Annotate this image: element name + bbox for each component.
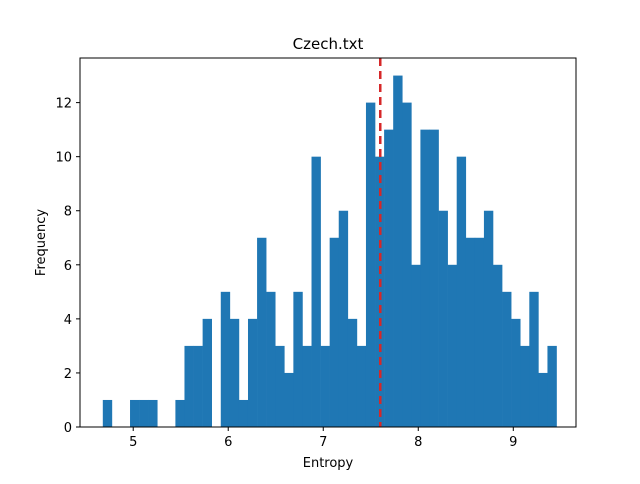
histogram-bar bbox=[429, 129, 439, 427]
histogram-bar bbox=[338, 210, 349, 427]
histogram-bar bbox=[293, 291, 303, 427]
histogram-bar bbox=[311, 156, 321, 427]
histogram-bar bbox=[502, 291, 512, 427]
chart-title: Czech.txt bbox=[293, 35, 364, 53]
histogram-bar bbox=[511, 318, 521, 427]
histogram-bar bbox=[393, 75, 403, 428]
histogram-bar bbox=[184, 345, 194, 427]
plot-frame bbox=[79, 57, 577, 428]
y-axis-label: Frequency bbox=[34, 209, 49, 276]
x-tick-label: 8 bbox=[414, 435, 422, 450]
y-tick-label: 12 bbox=[55, 97, 72, 112]
histogram-bar bbox=[347, 318, 358, 427]
histogram-bar bbox=[102, 399, 113, 427]
x-tick-label: 5 bbox=[129, 435, 137, 450]
histogram-bar bbox=[384, 129, 394, 427]
x-tick-label: 9 bbox=[509, 435, 517, 450]
histogram-bar bbox=[175, 399, 185, 427]
histogram-bar bbox=[356, 345, 367, 427]
histogram-bar bbox=[420, 129, 430, 427]
histogram-bar bbox=[220, 291, 231, 427]
histogram-bar bbox=[320, 345, 330, 427]
histogram-bar bbox=[238, 399, 249, 427]
x-tick-label: 7 bbox=[319, 435, 327, 450]
histogram-bar bbox=[493, 264, 503, 427]
histogram-bar bbox=[438, 210, 448, 427]
histogram-bar bbox=[266, 291, 276, 427]
y-tick-label: 10 bbox=[55, 151, 72, 166]
histogram-bar bbox=[375, 156, 385, 427]
histogram-bar bbox=[202, 318, 212, 427]
histogram-bar bbox=[193, 345, 203, 427]
y-tick-label: 2 bbox=[64, 367, 72, 382]
histogram-bar bbox=[139, 399, 149, 427]
y-tick-label: 8 bbox=[64, 205, 72, 220]
x-ticks-group: 5 6 7 8 9 bbox=[129, 427, 517, 450]
y-tick-label: 6 bbox=[64, 259, 72, 274]
y-tick-label: 4 bbox=[64, 313, 72, 328]
histogram-bar bbox=[130, 399, 140, 427]
bars-group bbox=[102, 75, 557, 428]
histogram-bar bbox=[547, 345, 557, 427]
histogram-bar bbox=[229, 318, 240, 427]
y-tick-label: 0 bbox=[64, 421, 72, 436]
histogram-bar bbox=[529, 291, 539, 427]
histogram-bar bbox=[456, 156, 467, 427]
histogram-bar bbox=[411, 264, 421, 427]
histogram-bar bbox=[365, 102, 376, 427]
histogram-bar bbox=[148, 399, 158, 427]
histogram-bar bbox=[474, 237, 485, 427]
histogram-bar bbox=[520, 345, 530, 427]
histogram-bar bbox=[329, 237, 340, 427]
histogram-bar bbox=[247, 318, 258, 427]
histogram-bar bbox=[275, 345, 285, 427]
y-ticks-group: 0 2 4 6 8 10 12 bbox=[55, 97, 80, 436]
histogram-bar bbox=[402, 102, 412, 427]
x-axis-label: Entropy bbox=[303, 456, 354, 471]
histogram-bar bbox=[538, 372, 548, 427]
histogram-bar bbox=[284, 372, 294, 427]
histogram-bar bbox=[302, 345, 312, 427]
histogram-bar bbox=[447, 264, 458, 427]
histogram-bar bbox=[465, 237, 476, 427]
x-tick-label: 6 bbox=[224, 435, 232, 450]
histogram-bar bbox=[483, 210, 494, 427]
histogram-bar bbox=[257, 237, 267, 427]
